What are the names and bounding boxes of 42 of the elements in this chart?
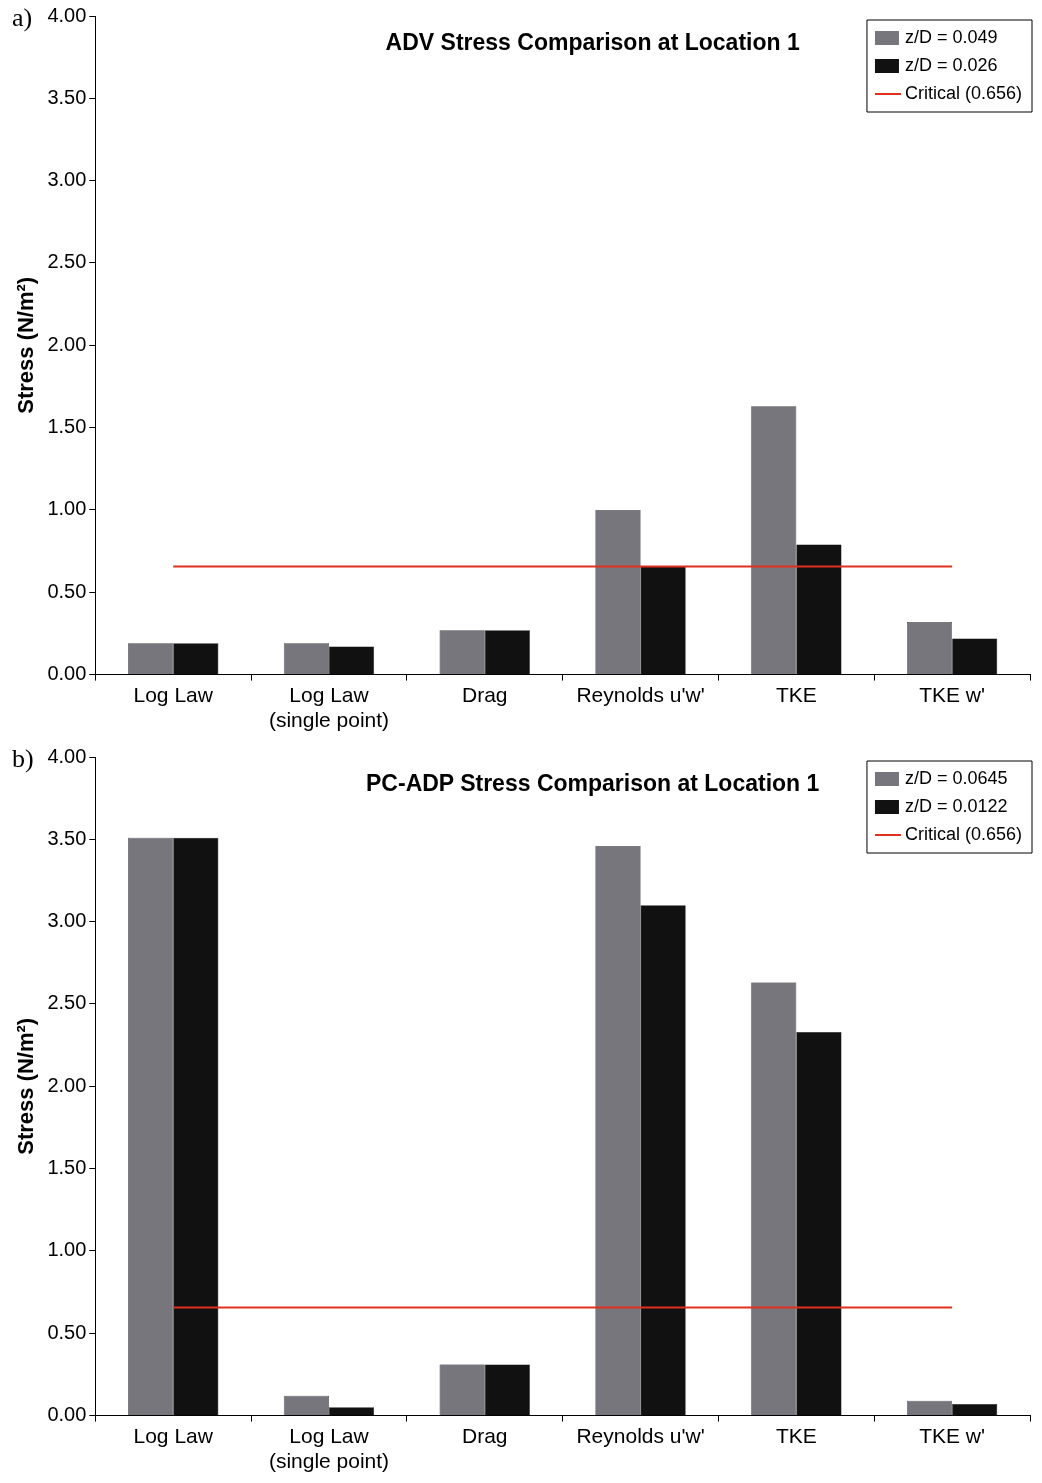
x-tick-label: Log Law	[133, 683, 214, 706]
x-tick-label: TKE	[775, 683, 817, 706]
y-axis-title: Stress (N/m²)	[13, 276, 39, 414]
x-tick-label: Reynolds u'w'	[576, 683, 705, 706]
y-tick-label: 0.50	[47, 1320, 87, 1343]
x-tick-label: TKE w'	[919, 1424, 986, 1447]
y-tick-label: 3.00	[47, 168, 87, 191]
legend-label: z/D = 0.026	[904, 54, 998, 75]
text: b)	[12, 743, 34, 773]
y-axis-title: Stress (N/m²)	[13, 1017, 39, 1155]
legend-label: Critical (0.656)	[904, 82, 1023, 103]
y-tick-label: 0.00	[47, 1403, 87, 1426]
y-tick-label: 2.50	[47, 250, 87, 273]
x-tick-label: Log Law (single point)	[268, 683, 390, 732]
x-tick-label: TKE w'	[919, 683, 986, 706]
y-tick-label: 3.50	[47, 85, 87, 108]
y-tick-label: 1.00	[47, 497, 87, 520]
y-tick-label: 1.50	[47, 1156, 87, 1179]
text: a)	[12, 2, 33, 32]
x-tick-label: Log Law (single point)	[268, 1424, 390, 1473]
y-tick-label: 1.50	[47, 415, 87, 438]
y-tick-label: 3.50	[47, 826, 87, 849]
y-tick-label: 2.50	[47, 991, 87, 1014]
x-tick-label: TKE	[775, 1424, 817, 1447]
text: ADV Stress Comparison at Location 1	[385, 29, 800, 56]
legend-label: z/D = 0.0645	[904, 767, 1008, 788]
y-tick-label: 2.00	[47, 1073, 87, 1096]
legend-label: z/D = 0.0122	[904, 795, 1008, 816]
legend-label: Critical (0.656)	[904, 823, 1023, 844]
legend-label: z/D = 0.049	[904, 26, 998, 47]
y-tick-label: 3.00	[47, 909, 87, 932]
y-tick-label: 1.00	[47, 1238, 87, 1261]
y-tick-label: 4.00	[47, 3, 87, 26]
x-tick-label: Reynolds u'w'	[576, 1424, 705, 1447]
y-tick-label: 2.00	[47, 332, 87, 355]
x-tick-label: Drag	[462, 683, 508, 706]
y-tick-label: 0.50	[47, 579, 87, 602]
y-tick-label: 4.00	[47, 744, 87, 767]
x-tick-label: Log Law	[133, 1424, 214, 1447]
y-tick-label: 0.00	[47, 662, 87, 685]
text: PC-ADP Stress Comparison at Location 1	[366, 770, 820, 797]
x-tick-label: Drag	[462, 1424, 508, 1447]
